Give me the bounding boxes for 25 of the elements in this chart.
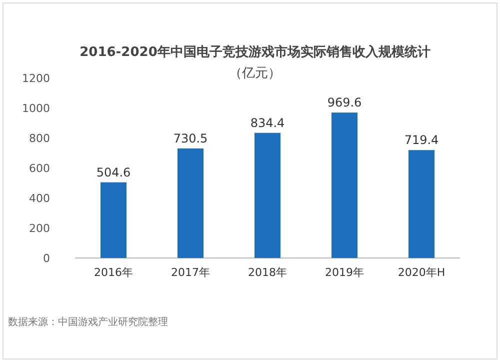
chart-subtitle: （亿元） [229,66,281,81]
data-label: 504.6 [96,165,131,180]
data-label: 834.4 [250,116,285,130]
bar [100,182,126,258]
x-tick-label: 2020年H [398,266,446,279]
y-tick-label: 600 [29,162,50,175]
y-tick-label: 1000 [22,102,50,115]
x-tick-label: 2017年 [171,266,210,279]
x-tick-label: 2018年 [248,266,287,279]
bar [178,148,204,258]
data-label: 969.6 [327,96,362,110]
y-tick-label: 1200 [22,72,50,85]
chart-title: 2016-2020年中国电子竞技游戏市场实际销售收入规模统计 [80,44,430,60]
source-note: 数据来源：中国游戏产业研究院整理 [8,316,168,328]
bar [254,132,280,258]
y-tick-label: 800 [29,132,50,145]
x-tick-label: 2019年 [325,266,364,279]
data-label: 730.5 [173,131,208,146]
y-tick-label: 200 [29,222,50,235]
bar [332,112,358,258]
x-tick-label: 2016年 [94,266,133,279]
bar [408,150,434,258]
y-tick-label: 0 [43,252,50,265]
data-label: 719.4 [404,133,439,148]
y-tick-label: 400 [29,192,50,205]
